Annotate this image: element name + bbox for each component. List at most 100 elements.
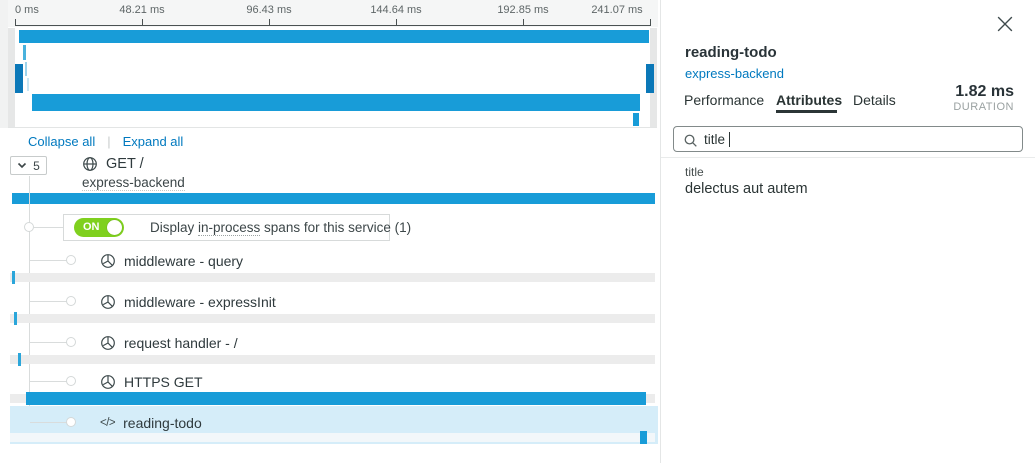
root-span-row[interactable]: GET / <box>82 156 144 172</box>
span-bar <box>14 312 17 325</box>
toggle-text-after: spans for this service (1) <box>260 220 412 235</box>
detail-duration-value: 1.82 ms <box>955 83 1014 100</box>
tree-branch <box>30 422 67 423</box>
span-detail-panel: reading-todo express-backend Performance… <box>660 0 1035 463</box>
tab-performance[interactable]: Performance <box>684 92 765 108</box>
tree-node <box>66 296 76 306</box>
span-track <box>10 353 655 366</box>
ruler-tick-5 <box>650 19 651 26</box>
attribute-value: delectus aut autem <box>685 181 808 197</box>
tab-details[interactable]: Details <box>853 92 896 108</box>
tree-branch-toggle <box>34 227 63 228</box>
span-row-reading-todo[interactable]: </> reading-todo <box>100 414 202 432</box>
root-span-bar <box>12 193 655 204</box>
minimap-bar-middleware-expressinit <box>25 62 27 76</box>
attribute-key: title <box>685 165 704 179</box>
tree-branch <box>30 342 67 343</box>
ruler-tick-4 <box>523 19 524 26</box>
tick-label-2: 96.43 ms <box>246 4 292 16</box>
ruler-tick-1 <box>142 19 143 26</box>
toggle-text-inprocess: in-process <box>198 220 261 236</box>
search-icon <box>684 134 697 147</box>
span-row-request-handler[interactable]: request handler - / <box>100 334 238 352</box>
tree-node-toggle <box>24 222 34 232</box>
minimap-bar-middleware-query <box>23 45 26 60</box>
span-name: middleware - expressInit <box>124 294 276 310</box>
panel-divider <box>661 157 1035 158</box>
span-row-https-get[interactable]: HTTPS GET <box>100 373 203 391</box>
close-icon <box>997 16 1013 32</box>
minimap-brush-handle-right[interactable] <box>646 64 654 93</box>
minimap-bar-root <box>19 30 649 43</box>
in-process-toggle-container: ON Display in-process spans for this ser… <box>63 214 411 241</box>
tree-trunk-line <box>29 176 30 422</box>
span-row-middleware-query[interactable]: middleware - query <box>100 252 243 270</box>
chevron-down-icon <box>18 162 27 169</box>
tree-node <box>66 337 76 347</box>
tab-attributes[interactable]: Attributes <box>776 92 843 108</box>
ruler-baseline <box>15 25 651 26</box>
minimap-bar-reading-todo <box>633 113 639 126</box>
tree-branch <box>30 260 67 261</box>
span-bar <box>640 431 647 444</box>
ruler-tick-3 <box>396 19 397 26</box>
code-icon: </> <box>100 417 116 429</box>
close-button[interactable] <box>997 16 1017 36</box>
span-track <box>10 312 655 325</box>
attribute-search-input[interactable] <box>704 128 1014 150</box>
toggle-knob <box>107 220 122 235</box>
expand-collapse-bar: Collapse all | Expand all <box>28 134 183 149</box>
span-row-middleware-expressinit[interactable]: middleware - expressInit <box>100 293 276 311</box>
ruler-tick-0 <box>15 19 16 26</box>
tree-branch <box>30 301 67 302</box>
in-process-toggle[interactable]: ON <box>74 218 124 237</box>
minimap-brush-handle-left[interactable] <box>15 64 23 93</box>
span-name: reading-todo <box>123 415 202 431</box>
minimap-left-gutter <box>0 0 8 128</box>
span-name: middleware - query <box>124 253 244 269</box>
tick-label-3: 144.64 ms <box>370 4 422 16</box>
span-track <box>10 271 655 284</box>
tree-node <box>66 417 76 427</box>
detail-title: reading-todo <box>685 44 777 61</box>
collapse-root-button[interactable]: 5 <box>10 156 47 175</box>
span-bar <box>12 271 15 284</box>
span-name: request handler - / <box>124 335 238 351</box>
timeline-ruler-background <box>0 0 658 27</box>
span-bar <box>18 353 21 366</box>
minimap-bar-https-get <box>32 94 640 111</box>
tick-label-4: 192.85 ms <box>497 4 549 16</box>
span-track <box>10 392 655 405</box>
text-caret <box>729 132 730 147</box>
root-span-name: GET / <box>106 156 144 172</box>
toggle-description: Display in-process spans for this servic… <box>150 220 412 236</box>
span-name: HTTPS GET <box>124 374 203 390</box>
in-process-span-icon <box>101 375 115 389</box>
detail-service-link[interactable]: express-backend <box>685 66 784 81</box>
active-tab-underline <box>776 110 837 113</box>
child-span-count: 5 <box>33 158 40 173</box>
span-bar <box>26 392 646 405</box>
trace-minimap[interactable] <box>8 28 657 128</box>
root-span-service[interactable]: express-backend <box>82 175 185 191</box>
tick-label-5: 241.07 ms <box>591 4 643 16</box>
in-process-span-icon <box>101 254 115 268</box>
minimap-bar-request-handler <box>27 78 29 91</box>
span-track <box>10 431 655 444</box>
tree-node <box>66 255 76 265</box>
tick-label-0: 0 ms <box>15 4 39 16</box>
collapse-all-link[interactable]: Collapse all <box>28 134 96 149</box>
detail-duration-label: DURATION <box>953 101 1014 113</box>
globe-icon <box>83 157 97 171</box>
attribute-search-box <box>673 126 1023 152</box>
in-process-span-icon <box>101 295 115 309</box>
in-process-span-icon <box>101 336 115 350</box>
expand-all-link[interactable]: Expand all <box>122 134 184 149</box>
tree-branch <box>30 381 67 382</box>
toggle-state-label: ON <box>83 221 100 233</box>
link-divider: | <box>107 134 111 149</box>
minimap-unselected-left <box>8 28 15 127</box>
toggle-text-before: Display <box>150 220 199 235</box>
tick-label-1: 48.21 ms <box>119 4 165 16</box>
